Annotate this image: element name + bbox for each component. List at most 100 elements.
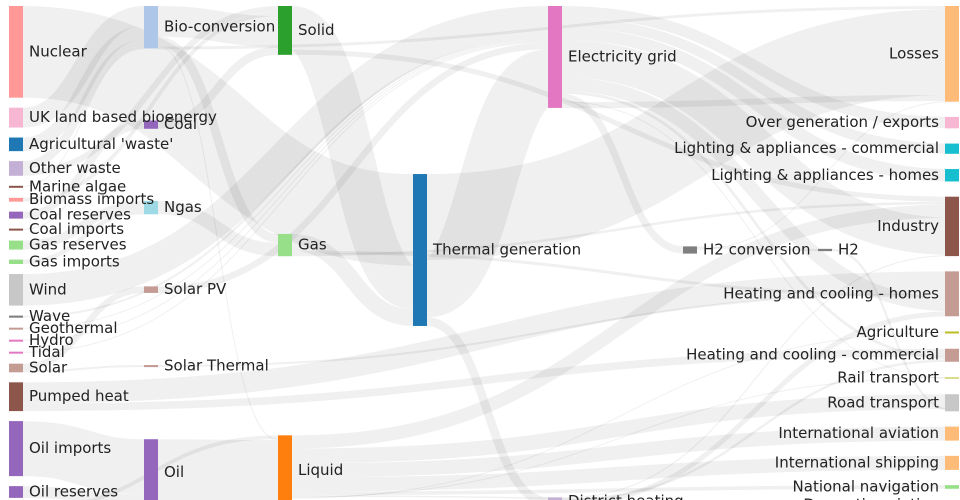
node-international-aviation[interactable] <box>945 426 959 441</box>
node-h2-conversion[interactable] <box>683 246 697 254</box>
link-other-waste-to-bio-conversion[interactable] <box>22 39 145 170</box>
link-hydro-to-electricity-grid[interactable] <box>22 40 549 341</box>
link-gas-to-thermal-generation[interactable] <box>291 233 414 326</box>
link-bio-conversion-to-gas[interactable] <box>157 36 279 243</box>
node-coal-reserves[interactable] <box>9 211 23 219</box>
node-road-transport[interactable] <box>945 394 959 412</box>
node-pumped-heat[interactable] <box>9 382 23 412</box>
link-ngas-to-gas[interactable] <box>157 200 279 257</box>
link-liquid-to-international-shipping[interactable] <box>291 455 953 492</box>
node-heating-commercial[interactable] <box>945 348 959 362</box>
node-solar-pv[interactable] <box>144 286 158 293</box>
node-lighting-commercial[interactable] <box>945 143 959 154</box>
node-nuclear[interactable] <box>9 6 23 98</box>
link-electricity-grid-to-over-generation[interactable] <box>561 6 953 129</box>
node-liquid[interactable] <box>278 435 292 500</box>
node-national-navigation[interactable] <box>945 485 959 489</box>
node-agricultural-waste[interactable] <box>9 137 23 152</box>
node-thermal-generation[interactable] <box>413 174 427 326</box>
node-international-shipping[interactable] <box>945 455 959 470</box>
node-over-generation[interactable] <box>945 116 959 129</box>
link-electricity-grid-to-heating-commercial[interactable] <box>561 91 953 360</box>
node-wave[interactable] <box>9 315 23 318</box>
node-oil[interactable] <box>144 439 158 500</box>
link-electricity-grid-to-losses[interactable] <box>561 94 953 109</box>
link-solar-to-solar-pv[interactable] <box>22 286 145 371</box>
link-oil-imports-to-oil[interactable] <box>22 421 145 495</box>
link-liquid-to-domestic-aviation[interactable] <box>291 495 952 500</box>
link-district-heating-to-heating-commercial[interactable] <box>561 359 953 500</box>
link-tidal-to-electricity-grid[interactable] <box>22 41 549 353</box>
node-oil-reserves[interactable] <box>9 486 23 498</box>
link-electricity-grid-to-rail-transport[interactable] <box>561 101 953 379</box>
node-other-waste[interactable] <box>9 161 23 176</box>
link-h2-to-road-transport[interactable] <box>831 248 953 412</box>
node-h2[interactable] <box>818 248 832 252</box>
link-wave-to-electricity-grid[interactable] <box>22 37 549 318</box>
node-hydro[interactable] <box>9 339 23 342</box>
link-district-heating-to-industry[interactable] <box>561 254 953 499</box>
link-coal-imports-to-coal[interactable] <box>22 127 145 230</box>
link-other-waste-to-solid[interactable] <box>22 6 279 176</box>
link-wind-to-electricity-grid[interactable] <box>22 6 549 306</box>
node-tidal[interactable] <box>9 351 23 354</box>
link-liquid-to-industry[interactable] <box>291 204 953 449</box>
node-ngas[interactable] <box>144 200 158 215</box>
node-heating-homes[interactable] <box>945 271 959 317</box>
link-thermal-generation-to-electricity-grid[interactable] <box>421 49 554 318</box>
node-lighting-homes[interactable] <box>945 169 959 182</box>
node-gas-reserves[interactable] <box>9 240 23 250</box>
link-liquid-to-road-transport[interactable] <box>291 394 953 464</box>
node-district-heating[interactable] <box>548 497 562 500</box>
link-solar-to-solar-thermal[interactable] <box>22 365 145 373</box>
node-solid[interactable] <box>278 6 292 55</box>
link-coal-reserves-to-coal[interactable] <box>22 120 145 219</box>
link-oil-to-liquid[interactable] <box>157 439 279 500</box>
link-nuclear-to-thermal-generation[interactable] <box>21 6 415 266</box>
link-solid-to-industry[interactable] <box>291 49 953 202</box>
link-bio-conversion-to-solid[interactable] <box>157 6 279 47</box>
link-gas-reserves-to-ngas[interactable] <box>22 200 145 250</box>
node-coal[interactable] <box>144 120 158 129</box>
link-thermal-generation-to-district-heating[interactable] <box>426 317 549 500</box>
node-losses[interactable] <box>945 6 959 102</box>
node-gas[interactable] <box>278 233 292 257</box>
node-electricity-grid[interactable] <box>548 6 562 108</box>
link-coal-to-solid[interactable] <box>157 46 279 129</box>
node-gas-imports[interactable] <box>9 259 23 265</box>
link-biomass-imports-to-solid[interactable] <box>22 12 279 202</box>
link-pumped-heat-to-heating-commercial[interactable] <box>22 348 953 412</box>
link-solar-thermal-to-heating-homes[interactable] <box>157 292 953 368</box>
link-h2-conversion-to-h2[interactable] <box>696 246 819 252</box>
link-electricity-grid-to-industry[interactable] <box>561 40 953 255</box>
link-pumped-heat-to-heating-homes[interactable] <box>22 271 953 404</box>
link-electricity-grid-to-lighting-commercial[interactable] <box>561 17 953 154</box>
link-liquid-to-rail-transport[interactable] <box>291 376 953 498</box>
link-uk-land-bioenergy-to-bio-conversion[interactable] <box>22 6 145 128</box>
node-industry[interactable] <box>945 196 959 257</box>
link-gas-imports-to-ngas[interactable] <box>22 209 145 265</box>
link-electricity-grid-to-heating-homes[interactable] <box>561 77 953 312</box>
node-biomass-imports[interactable] <box>9 197 23 202</box>
node-marine-algae[interactable] <box>9 185 23 188</box>
link-liquid-to-national-navigation[interactable] <box>291 485 953 496</box>
node-bio-conversion[interactable] <box>144 6 158 49</box>
node-uk-land-bioenergy[interactable] <box>9 107 23 128</box>
link-liquid-to-international-aviation[interactable] <box>291 426 953 478</box>
link-bio-conversion-to-liquid[interactable] <box>157 45 279 441</box>
link-electricity-grid-to-lighting-homes[interactable] <box>561 27 953 182</box>
link-solar-pv-to-electricity-grid[interactable] <box>157 42 549 293</box>
node-agriculture[interactable] <box>945 331 959 334</box>
link-liquid-to-agriculture[interactable] <box>291 331 953 499</box>
link-geothermal-to-electricity-grid[interactable] <box>22 39 549 329</box>
node-wind[interactable] <box>9 274 23 306</box>
link-h2-conversion-to-losses[interactable] <box>696 101 953 250</box>
node-oil-imports[interactable] <box>9 421 23 477</box>
node-coal-imports[interactable] <box>9 228 23 231</box>
link-electricity-grid-to-h2-conversion[interactable] <box>561 93 684 254</box>
link-district-heating-to-heating-homes[interactable] <box>562 311 953 500</box>
node-solar[interactable] <box>9 363 23 373</box>
link-marine-algae-to-bio-conversion[interactable] <box>22 47 145 187</box>
link-solid-to-thermal-generation[interactable] <box>287 6 418 310</box>
link-thermal-generation-to-losses[interactable] <box>426 8 953 260</box>
